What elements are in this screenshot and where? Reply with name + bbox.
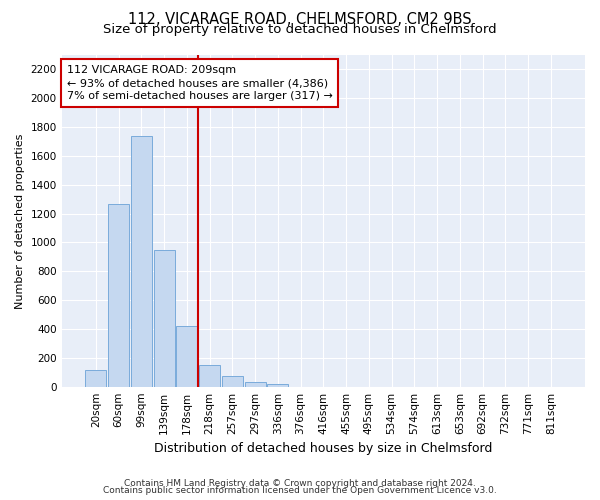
X-axis label: Distribution of detached houses by size in Chelmsford: Distribution of detached houses by size …	[154, 442, 493, 455]
Bar	[245, 382, 266, 386]
Bar	[131, 136, 152, 386]
Bar	[268, 384, 289, 386]
Bar	[154, 250, 175, 386]
Text: Contains public sector information licensed under the Open Government Licence v3: Contains public sector information licen…	[103, 486, 497, 495]
Bar	[176, 326, 197, 386]
Y-axis label: Number of detached properties: Number of detached properties	[15, 133, 25, 308]
Bar	[85, 370, 106, 386]
Text: 112 VICARAGE ROAD: 209sqm
← 93% of detached houses are smaller (4,386)
7% of sem: 112 VICARAGE ROAD: 209sqm ← 93% of detac…	[67, 65, 333, 102]
Text: 112, VICARAGE ROAD, CHELMSFORD, CM2 9BS: 112, VICARAGE ROAD, CHELMSFORD, CM2 9BS	[128, 12, 472, 28]
Text: Size of property relative to detached houses in Chelmsford: Size of property relative to detached ho…	[103, 22, 497, 36]
Text: Contains HM Land Registry data © Crown copyright and database right 2024.: Contains HM Land Registry data © Crown c…	[124, 478, 476, 488]
Bar	[222, 376, 243, 386]
Bar	[108, 204, 129, 386]
Bar	[199, 365, 220, 386]
